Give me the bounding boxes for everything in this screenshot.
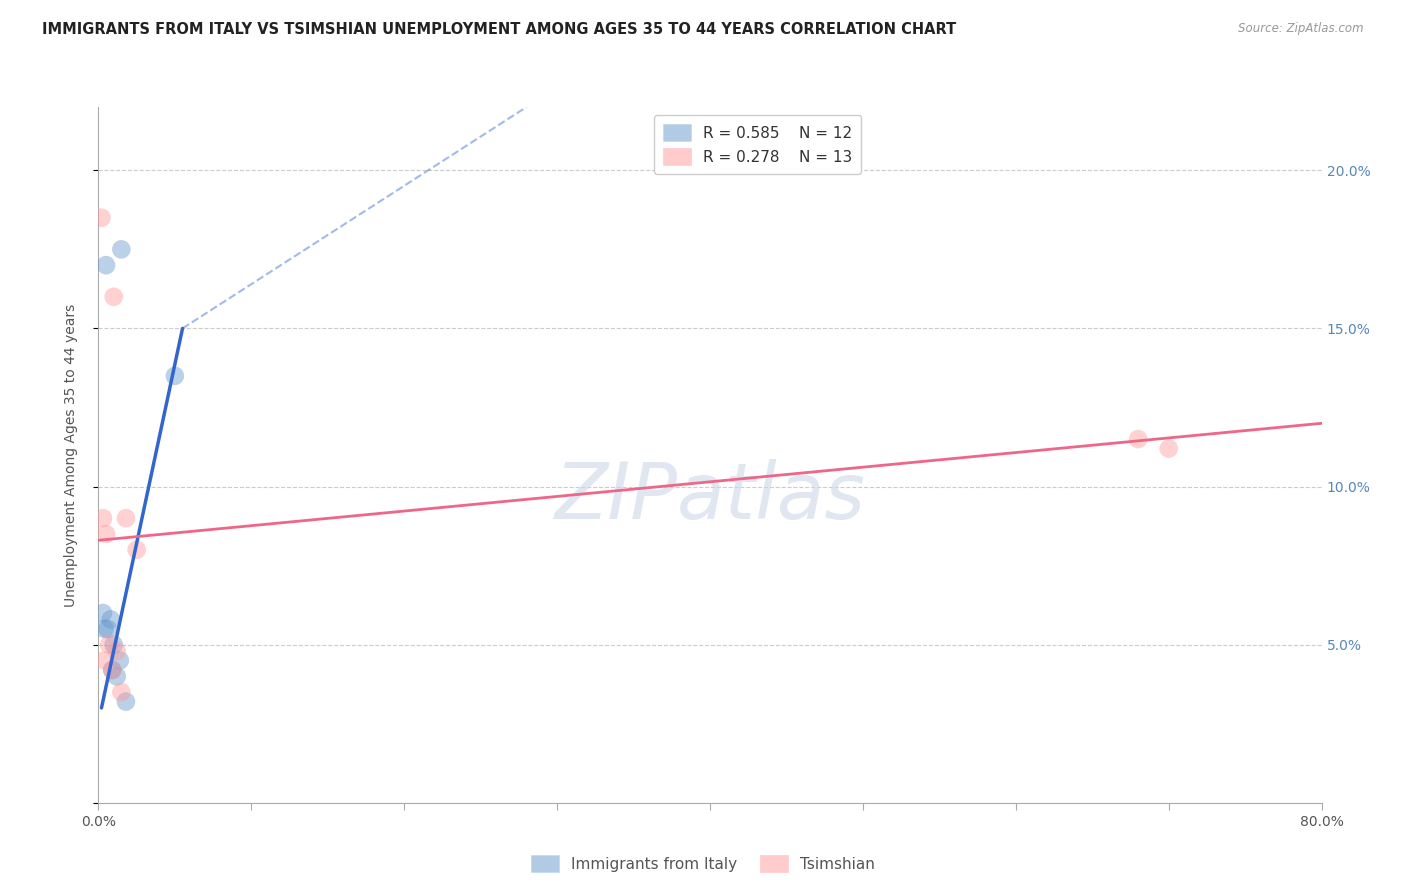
Point xyxy=(90,211,112,225)
Point xyxy=(105,644,128,658)
Point xyxy=(115,511,138,525)
Point xyxy=(163,368,186,383)
Point xyxy=(94,527,117,541)
Point xyxy=(91,511,114,525)
Point xyxy=(1128,432,1150,446)
Point xyxy=(105,669,128,683)
Point xyxy=(93,653,115,667)
Text: IMMIGRANTS FROM ITALY VS TSIMSHIAN UNEMPLOYMENT AMONG AGES 35 TO 44 YEARS CORREL: IMMIGRANTS FROM ITALY VS TSIMSHIAN UNEMP… xyxy=(42,22,956,37)
Point xyxy=(103,638,125,652)
Point xyxy=(110,685,132,699)
Point xyxy=(91,606,114,620)
Y-axis label: Unemployment Among Ages 35 to 44 years: Unemployment Among Ages 35 to 44 years xyxy=(63,303,77,607)
Point xyxy=(93,622,115,636)
Point xyxy=(100,612,122,626)
Text: Source: ZipAtlas.com: Source: ZipAtlas.com xyxy=(1239,22,1364,36)
Point xyxy=(101,663,124,677)
Point xyxy=(125,542,148,557)
Text: ZIPatlas: ZIPatlas xyxy=(554,458,866,534)
Point xyxy=(98,638,121,652)
Point xyxy=(103,290,125,304)
Point xyxy=(108,653,131,667)
Point xyxy=(94,258,117,272)
Point xyxy=(97,622,120,636)
Point xyxy=(1157,442,1180,456)
Point xyxy=(101,663,124,677)
Legend: R = 0.585    N = 12, R = 0.278    N = 13: R = 0.585 N = 12, R = 0.278 N = 13 xyxy=(654,115,862,175)
Point xyxy=(110,243,132,257)
Point xyxy=(115,695,138,709)
Legend: Immigrants from Italy, Tsimshian: Immigrants from Italy, Tsimshian xyxy=(523,847,883,880)
